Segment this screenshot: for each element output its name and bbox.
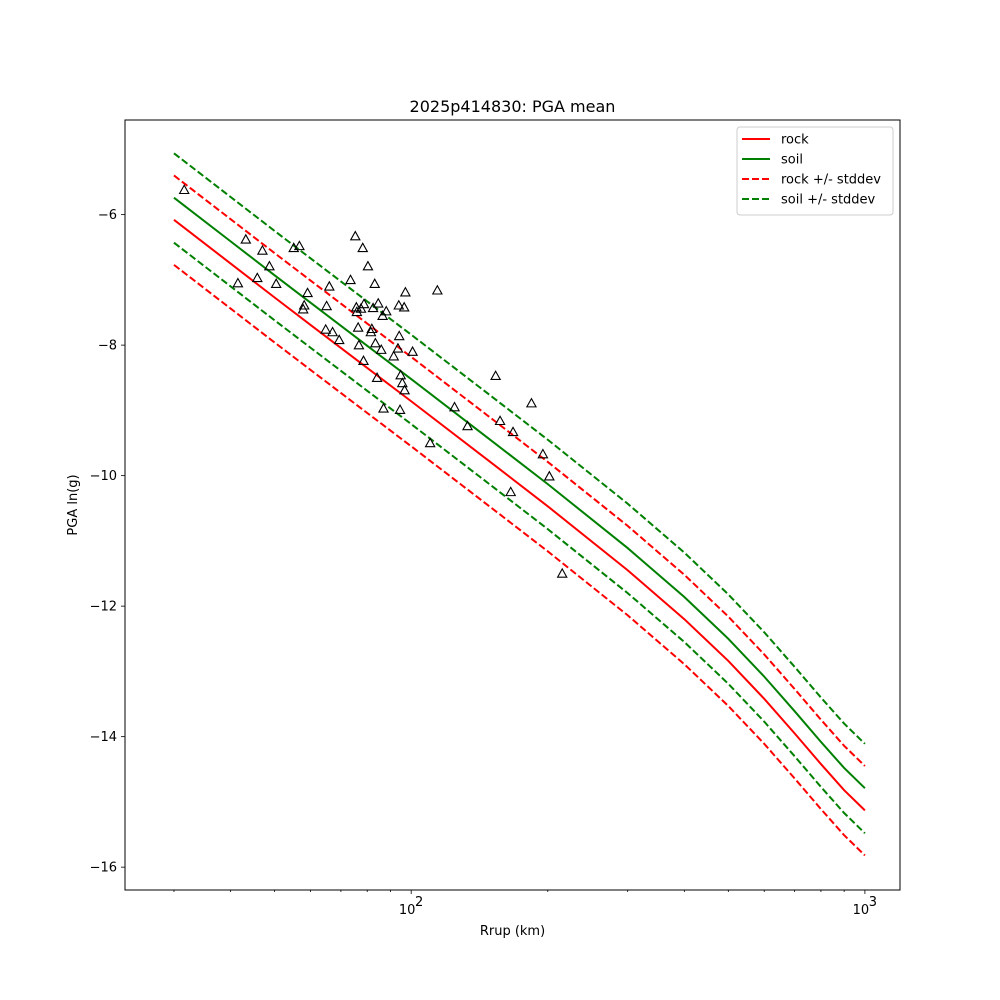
observation-point [375, 343, 387, 354]
x-tick-label: 10 [399, 903, 416, 918]
observation-point [393, 330, 405, 341]
observation-point [358, 298, 370, 309]
observation-point [396, 377, 408, 388]
observation-point [556, 567, 568, 578]
legend-label: rock +/- stddev [781, 173, 881, 188]
observation-point [352, 321, 364, 332]
x-axis-label: Rrup (km) [480, 924, 545, 939]
observation-point [365, 326, 377, 337]
series-line-5 [173, 241, 866, 834]
observation-point [362, 260, 374, 271]
series-line-1 [173, 196, 866, 789]
observation-point [321, 300, 333, 311]
series-line-0 [173, 219, 866, 812]
observation-point [394, 403, 406, 414]
y-tick-label: −14 [90, 730, 117, 745]
y-tick-label: −6 [98, 208, 117, 223]
observation-point [424, 437, 436, 448]
observation-point [349, 230, 361, 241]
series-line-2 [173, 174, 866, 767]
observation-point [323, 280, 335, 291]
observation-point [357, 242, 369, 253]
observation-point [327, 326, 339, 337]
observation-point [380, 305, 392, 316]
observation-point [388, 350, 400, 361]
observation-point [399, 286, 411, 297]
observation-point [256, 244, 268, 255]
observation-point [369, 337, 381, 348]
observation-point [407, 345, 419, 356]
observation-point [537, 448, 549, 459]
observation-point [507, 426, 519, 437]
legend: rock soil rock +/- stddev soil +/- stddev [736, 126, 894, 216]
observation-point [240, 233, 252, 244]
observation-point [490, 370, 502, 381]
x-tick-exponent: 2 [415, 895, 423, 910]
observation-point [392, 342, 404, 353]
observation-point [371, 372, 383, 382]
observation-point [178, 184, 190, 195]
observation-markers [178, 184, 568, 578]
observation-point [263, 260, 275, 271]
y-axis: −16 −14 −12 −10 −8 −6 [90, 208, 125, 876]
observation-point [298, 299, 310, 310]
observation-point [320, 323, 332, 334]
observation-point [494, 415, 506, 426]
observation-point [357, 355, 370, 366]
observation-point [431, 284, 443, 295]
observation-point [372, 297, 384, 308]
observation-point [369, 278, 381, 289]
observation-point [251, 272, 263, 283]
y-tick-label: −12 [90, 600, 117, 615]
observation-point [395, 369, 407, 380]
legend-label: rock [781, 133, 809, 148]
x-tick-label: 10 [853, 903, 870, 918]
observation-point [350, 301, 362, 312]
observation-point [344, 274, 357, 285]
y-tick-label: −10 [90, 469, 117, 484]
observation-point [448, 401, 461, 412]
series-line-4 [173, 152, 866, 745]
legend-label: soil +/- stddev [781, 193, 876, 208]
x-tick-exponent: 3 [869, 895, 877, 910]
observation-point [398, 301, 410, 312]
observation-point [525, 397, 537, 408]
observation-point [399, 384, 411, 395]
observation-point [302, 287, 314, 298]
observation-point [461, 420, 474, 431]
observation-point [232, 277, 244, 288]
y-tick-label: −16 [90, 861, 117, 876]
observation-point [270, 278, 282, 289]
observation-point [333, 334, 345, 345]
series-line-3 [173, 264, 866, 857]
legend-label: soil [781, 153, 803, 168]
observation-point [377, 402, 390, 413]
y-tick-label: −8 [98, 339, 117, 354]
observation-point [393, 299, 405, 310]
chart-title: 2025p414830: PGA mean [410, 97, 616, 116]
legend-box [736, 126, 894, 216]
observation-point [505, 486, 517, 497]
plot-frame [124, 119, 901, 891]
observation-point [353, 339, 365, 350]
plot-lines [173, 152, 866, 857]
observation-point [351, 306, 363, 317]
observation-point [293, 240, 305, 251]
observation-point [543, 470, 555, 481]
observation-point [366, 323, 378, 334]
y-axis-label: PGA ln(g) [66, 474, 81, 535]
